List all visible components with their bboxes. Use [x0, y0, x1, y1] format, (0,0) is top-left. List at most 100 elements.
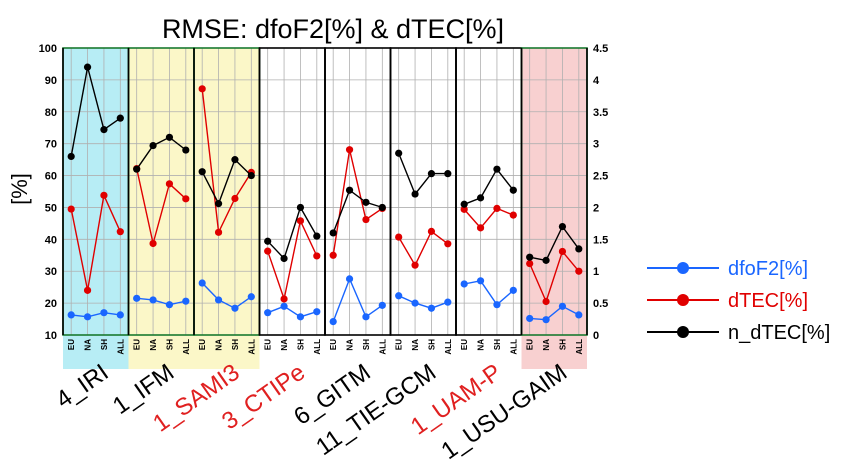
category-label: ALL	[444, 339, 453, 355]
data-point	[280, 302, 288, 310]
series-line-segment	[71, 311, 121, 318]
data-point	[526, 253, 534, 261]
data-point	[247, 293, 255, 301]
left-tick-label: 40	[45, 234, 57, 246]
category-label: ALL	[378, 339, 387, 355]
category-strip-3	[259, 335, 325, 369]
data-point	[313, 232, 321, 240]
data-point	[182, 146, 190, 154]
category-label: NA	[280, 339, 289, 351]
panel-bg-5	[390, 48, 456, 335]
right-tick-label: 2	[593, 202, 599, 214]
data-point	[493, 204, 501, 213]
series-line-segment	[332, 189, 383, 234]
data-point	[362, 313, 370, 321]
data-point	[378, 301, 386, 309]
series-line-segment	[201, 158, 252, 206]
right-y-tick-labels: 0 0.5 1 1.5 2 2.5 3 3.5 4 4.5	[593, 43, 608, 342]
data-point	[149, 296, 157, 304]
data-point	[329, 251, 337, 259]
data-point	[575, 245, 583, 253]
panel-bg-0	[63, 48, 129, 335]
category-label: ALL	[575, 339, 584, 355]
data-point	[264, 237, 272, 245]
data-point	[395, 292, 403, 300]
data-point	[247, 171, 255, 180]
legend-marker	[677, 326, 689, 338]
right-tick-label: 1	[593, 266, 599, 278]
data-point	[214, 296, 223, 304]
left-tick-label: 100	[39, 43, 57, 55]
data-point	[345, 186, 354, 194]
data-point	[460, 205, 468, 213]
data-point	[149, 141, 157, 150]
series-line-segment	[201, 282, 252, 310]
category-label: SH	[493, 339, 502, 350]
right-tick-label: 4	[593, 75, 600, 87]
data-point	[542, 256, 550, 264]
right-tick-label: 1.5	[593, 234, 608, 246]
left-tick-label: 50	[45, 202, 57, 214]
category-label: EU	[198, 339, 207, 350]
data-point	[542, 316, 550, 324]
data-point	[198, 85, 206, 93]
data-point	[395, 233, 403, 241]
category-labels: EU NA SH ALL EU NA SH ALL EU NA SH ALL EU NA SH ALL EU NA…	[67, 339, 584, 355]
right-tick-label: 0	[593, 330, 599, 342]
data-point	[83, 313, 92, 321]
category-label: NA	[84, 339, 93, 351]
panel-bg-4	[325, 48, 391, 335]
data-point	[280, 295, 288, 303]
right-tick-label: 3.5	[593, 107, 608, 119]
data-point	[362, 198, 370, 206]
category-label: SH	[296, 339, 305, 350]
series-line-segment	[529, 305, 580, 321]
category-label: ALL	[509, 339, 518, 355]
data-point	[526, 259, 534, 268]
left-tick-label: 20	[45, 298, 57, 310]
data-point	[214, 228, 223, 236]
left-tick-label: 30	[45, 266, 57, 278]
data-point	[460, 200, 468, 208]
data-point	[133, 294, 141, 302]
data-point	[83, 286, 92, 294]
data-point	[313, 252, 321, 260]
data-point	[198, 279, 206, 287]
data-point	[378, 203, 386, 212]
panel-bg-2	[194, 48, 260, 335]
data-point	[116, 114, 124, 122]
data-point	[411, 299, 419, 307]
y-axis-label: [%]	[7, 173, 32, 205]
data-point	[264, 247, 272, 255]
series-line-segment	[70, 66, 121, 157]
category-label: EU	[133, 339, 142, 350]
data-point	[83, 63, 92, 71]
data-point	[165, 180, 174, 188]
data-point	[100, 191, 108, 199]
data-point	[427, 170, 436, 178]
data-point	[214, 200, 223, 208]
left-tick-label: 70	[45, 139, 57, 151]
category-strip-7	[521, 335, 587, 369]
category-label: NA	[542, 339, 551, 351]
series-0	[67, 275, 583, 326]
data-point	[476, 277, 485, 285]
left-tick-label: 10	[45, 330, 57, 342]
data-point	[444, 170, 452, 178]
left-tick-label: 90	[45, 75, 57, 87]
category-label: SH	[362, 339, 371, 350]
data-point	[509, 186, 517, 194]
legend-label: n_dTEC[%]	[728, 322, 830, 344]
data-point	[329, 318, 337, 326]
panel-bg-7	[521, 48, 587, 335]
series-line-segment	[463, 167, 514, 205]
series-line-segment	[267, 218, 318, 302]
data-point	[345, 146, 354, 154]
data-point	[460, 280, 468, 288]
data-point	[329, 229, 337, 237]
data-point	[411, 261, 419, 269]
series-line-segment	[332, 149, 383, 256]
data-point	[67, 205, 75, 213]
data-point	[476, 194, 485, 202]
